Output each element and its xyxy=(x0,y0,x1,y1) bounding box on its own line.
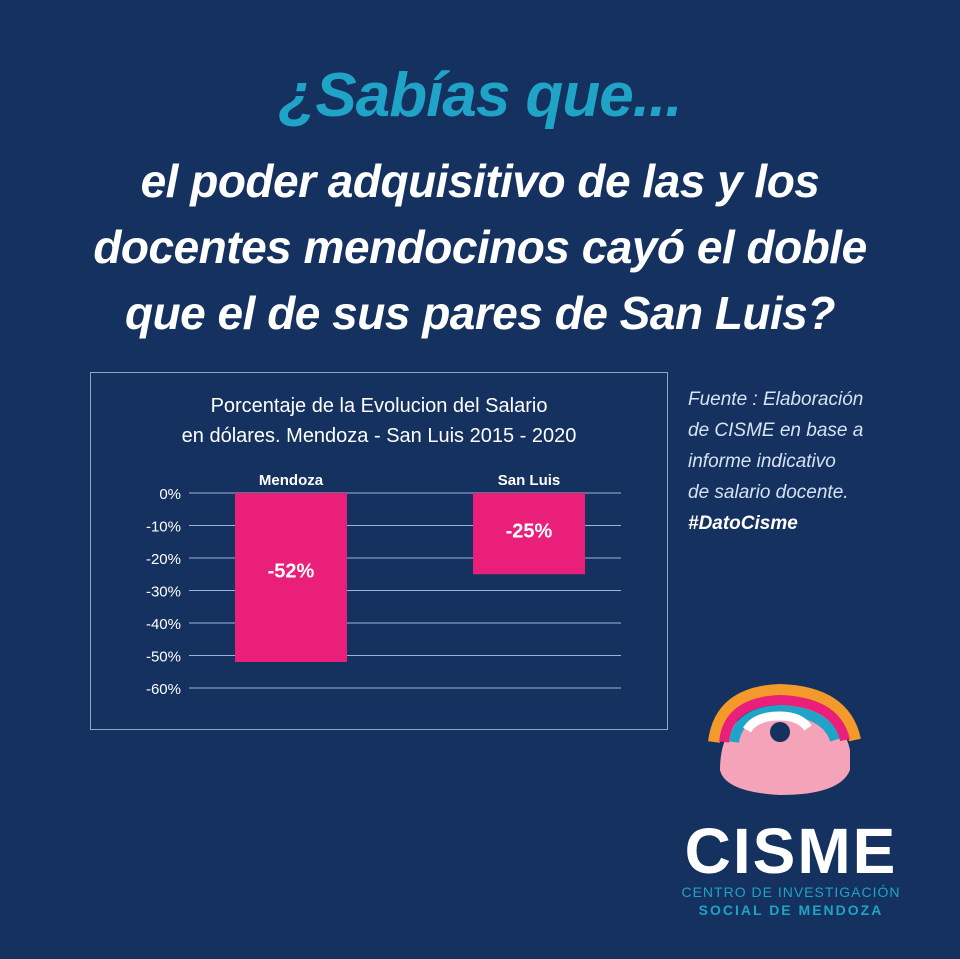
chart-panel: Porcentaje de la Evolucion del Salario e… xyxy=(90,372,668,730)
headline-line: docentes mendocinos cayó el doble xyxy=(93,221,867,273)
headline-line: que el de sus pares de San Luis? xyxy=(124,287,836,339)
bar-chart: 0% -10% -20% -30% -40% -50% -60% Mendoza -52% San… xyxy=(146,472,621,698)
source-line: de salario docente. xyxy=(688,482,849,503)
chart-title: Porcentaje de la Evolucion del Salario e… xyxy=(91,391,667,451)
source-line: informe indicativo xyxy=(688,451,836,472)
hashtag: #DatoCisme xyxy=(688,513,798,534)
source-note: Fuente : Elaboración de CISME en base a … xyxy=(688,384,928,539)
y-tick-label: -20% xyxy=(146,551,181,568)
y-tick-label: -40% xyxy=(146,616,181,633)
brand-subtitle: SOCIAL DE MENDOZA xyxy=(698,902,884,918)
headline-question: ¿Sabías que... xyxy=(278,61,683,130)
source-line: Fuente : Elaboración xyxy=(688,389,864,410)
y-tick-label: -10% xyxy=(146,519,181,536)
y-tick-label: -60% xyxy=(146,681,181,698)
chart-title-line: Porcentaje de la Evolucion del Salario xyxy=(210,395,548,417)
headline-statement: el poder adquisitivo de las y los docent… xyxy=(20,148,940,346)
y-tick-label: 0% xyxy=(159,486,181,503)
headline-line: el poder adquisitivo de las y los xyxy=(140,155,820,207)
bar xyxy=(473,493,585,575)
y-tick-label: -30% xyxy=(146,584,181,601)
brand-subtitle: CENTRO DE INVESTIGACIÓN xyxy=(681,884,901,900)
brand-name: CISME xyxy=(684,815,898,887)
chart-title-line: en dólares. Mendoza - San Luis 2015 - 20… xyxy=(181,425,577,447)
bar xyxy=(235,493,347,662)
data-label: -52% xyxy=(268,561,315,583)
source-line: de CISME en base a xyxy=(688,420,864,441)
data-label: -25% xyxy=(506,520,553,542)
cisme-logo-icon xyxy=(708,683,861,795)
x-category-label: San Luis xyxy=(498,472,561,489)
y-tick-label: -50% xyxy=(146,649,181,666)
x-category-label: Mendoza xyxy=(259,472,324,489)
